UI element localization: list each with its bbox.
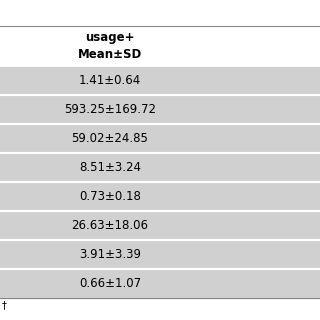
Text: 0.73±0.18: 0.73±0.18 xyxy=(79,190,141,203)
Text: 26.63±18.06: 26.63±18.06 xyxy=(71,219,148,232)
Text: 0.66±1.07: 0.66±1.07 xyxy=(79,277,141,290)
Bar xyxy=(0,95,320,124)
Text: 59.02±24.85: 59.02±24.85 xyxy=(72,132,148,145)
Bar xyxy=(0,211,320,240)
Text: 1.41±0.64: 1.41±0.64 xyxy=(79,74,141,87)
Bar xyxy=(0,240,320,269)
Bar xyxy=(0,66,320,95)
Text: usage+
Mean±SD: usage+ Mean±SD xyxy=(78,31,142,60)
Bar xyxy=(0,153,320,182)
Text: 593.25±169.72: 593.25±169.72 xyxy=(64,103,156,116)
Bar xyxy=(0,182,320,211)
Text: †: † xyxy=(2,300,7,310)
Text: 8.51±3.24: 8.51±3.24 xyxy=(79,161,141,174)
Text: 3.91±3.39: 3.91±3.39 xyxy=(79,248,141,261)
Bar xyxy=(0,26,320,66)
Bar xyxy=(0,0,320,26)
Bar xyxy=(0,124,320,153)
Bar xyxy=(0,269,320,298)
